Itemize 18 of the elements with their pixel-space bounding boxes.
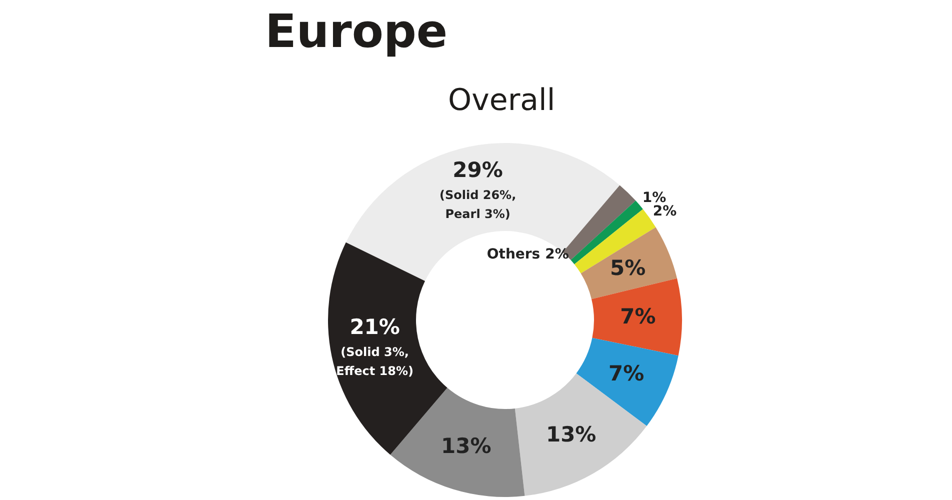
chart-title: Europe	[265, 4, 448, 58]
donut-slice	[580, 227, 678, 300]
donut-slice	[592, 278, 682, 356]
donut-slice	[390, 388, 525, 497]
data-label: 13%	[440, 434, 492, 458]
slice-label: Others	[486, 246, 540, 263]
donut-slice	[574, 209, 656, 274]
data-label: 29% (Solid 26%, Pearl 3%)	[439, 158, 516, 221]
data-label: 13%	[546, 422, 596, 446]
data-label: 2%	[545, 246, 569, 263]
data-label: 2%	[652, 204, 677, 220]
chart-subtitle: Overall	[448, 83, 556, 118]
donut-slice	[576, 338, 678, 426]
data-label: 7%	[620, 304, 656, 329]
data-label: 1%	[642, 190, 666, 206]
data-label: 5%	[610, 256, 646, 280]
data-label: 21% (Solid 3%, Effect 18%)	[336, 315, 414, 378]
data-label: 7%	[608, 362, 644, 386]
